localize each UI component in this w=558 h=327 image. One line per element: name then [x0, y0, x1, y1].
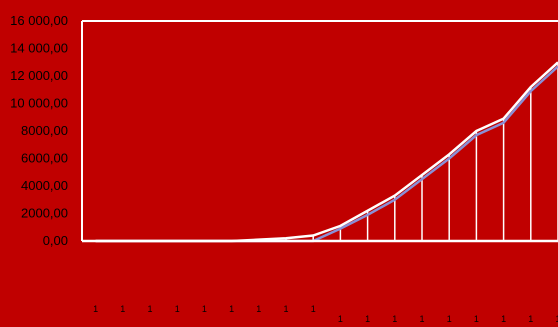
x-tick-label: 1: [283, 304, 288, 314]
x-tick-label: 1: [175, 304, 180, 314]
x-tick-label: 1: [528, 314, 533, 324]
y-tick-label: 10 000,00: [10, 96, 68, 111]
y-tick-label: 2000,00: [21, 206, 68, 221]
y-tick-label: 6000,00: [21, 151, 68, 166]
y-tick-label: 8000,00: [21, 123, 68, 138]
x-tick-label: 1: [93, 304, 98, 314]
x-axis-labels: 1 1 1 1 1 1 1 1 1 1 1 1 1 1 1 1 1 1: [93, 304, 558, 324]
x-tick-label: 1: [447, 314, 452, 324]
x-tick-label: 1: [338, 314, 343, 324]
x-tick-label: 1: [365, 314, 370, 324]
x-tick-label: 1: [392, 314, 397, 324]
x-tick-label: 1: [202, 304, 207, 314]
x-tick-label: 1: [311, 304, 316, 314]
y-tick-label: 4000,00: [21, 178, 68, 193]
x-tick-label: 1: [120, 304, 125, 314]
x-tick-label: 1: [147, 304, 152, 314]
x-tick-label: 1: [419, 314, 424, 324]
x-tick-label: 1: [555, 314, 558, 324]
y-tick-label: 0,00: [43, 233, 68, 248]
y-tick-label: 14 000,00: [10, 41, 68, 56]
y-tick-label: 12 000,00: [10, 68, 68, 83]
x-tick-label: 1: [501, 314, 506, 324]
plot-area: [81, 20, 558, 243]
y-axis-labels: 0,00 2000,00 4000,00 6000,00 8000,00 10 000,0…: [10, 13, 68, 248]
x-tick-label: 1: [474, 314, 479, 324]
x-tick-label: 1: [256, 304, 261, 314]
x-tick-label: 1: [229, 304, 234, 314]
y-tick-label: 16 000,00: [10, 13, 68, 28]
